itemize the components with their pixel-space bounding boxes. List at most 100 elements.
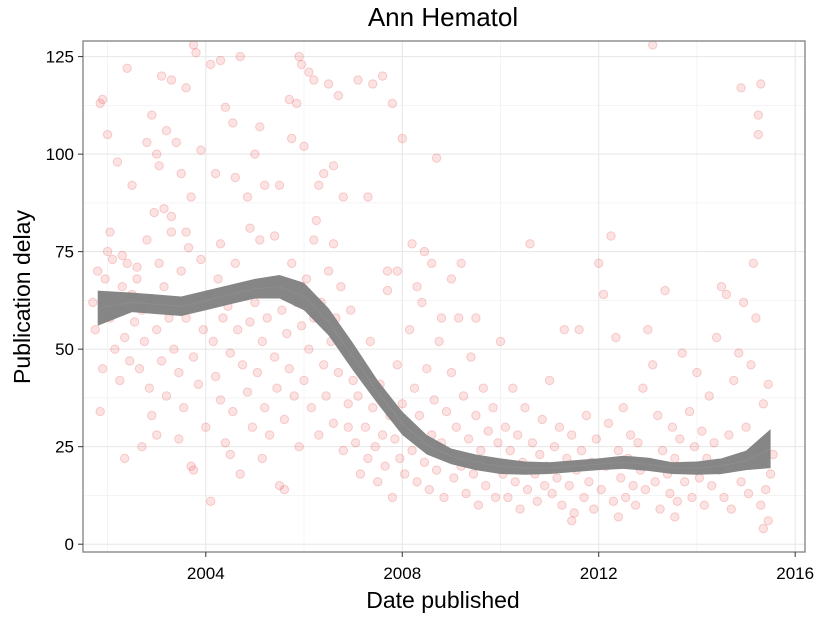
scatter-point xyxy=(319,168,329,179)
scatter-point xyxy=(738,297,749,308)
scatter-point xyxy=(736,477,746,487)
scatter-point xyxy=(147,110,157,120)
scatter-point xyxy=(625,430,636,440)
scatter-point xyxy=(360,422,371,432)
scatter-point xyxy=(677,348,687,358)
scatter-point xyxy=(699,500,709,510)
scatter-point xyxy=(424,484,434,495)
scatter-point xyxy=(763,516,773,526)
scatter-point xyxy=(137,442,147,452)
scatter-point xyxy=(446,274,457,284)
scatter-point xyxy=(166,211,177,222)
scatter-point xyxy=(97,364,108,374)
y-tick-label: 100 xyxy=(46,145,74,164)
scatter-point xyxy=(274,180,285,191)
scatter-point xyxy=(640,484,651,495)
scatter-point xyxy=(407,445,417,456)
scatter-point xyxy=(373,477,383,487)
scatter-point xyxy=(513,430,523,440)
scatter-point xyxy=(493,438,503,448)
scatter-point xyxy=(93,266,103,276)
scatter-point xyxy=(287,258,297,268)
scatter-point xyxy=(478,383,488,393)
y-tick-label: 75 xyxy=(55,243,74,262)
scatter-point xyxy=(363,453,373,464)
scatter-point xyxy=(257,453,267,464)
scatter-point xyxy=(638,383,648,393)
scatter-point xyxy=(395,453,405,464)
scatter-point xyxy=(142,235,152,245)
scatter-point xyxy=(191,48,201,58)
x-tick-label: 2016 xyxy=(776,564,814,583)
scatter-point xyxy=(228,118,238,128)
scatter-point xyxy=(102,129,113,140)
scatter-point xyxy=(466,352,476,362)
scatter-point xyxy=(117,282,128,292)
scatter-point xyxy=(193,379,204,389)
scatter-point xyxy=(338,192,348,202)
scatter-point xyxy=(436,313,447,323)
scatter-point xyxy=(181,227,191,237)
scatter-point xyxy=(274,481,285,491)
scatter-point xyxy=(102,246,113,257)
scatter-point xyxy=(483,426,493,436)
scatter-point xyxy=(535,449,545,460)
scatter-point xyxy=(488,403,498,413)
scatter-point xyxy=(419,246,430,257)
scatter-point xyxy=(468,469,479,479)
scatter-point xyxy=(260,403,270,413)
scatter-point xyxy=(409,383,420,393)
scatter-point xyxy=(689,442,700,452)
scatter-point xyxy=(591,434,601,444)
scatter-point xyxy=(301,274,312,284)
scatter-point xyxy=(387,492,398,503)
scatter-point xyxy=(319,360,329,370)
scatter-point xyxy=(458,391,469,401)
scatter-point xyxy=(456,258,466,268)
scatter-point xyxy=(279,414,290,425)
smooth-line xyxy=(97,286,771,469)
scatter-point xyxy=(680,477,690,487)
scatter-point xyxy=(417,297,427,308)
scatter-point xyxy=(495,336,506,347)
scatter-point xyxy=(603,418,614,428)
scatter-point xyxy=(287,133,297,144)
scatter-point xyxy=(120,453,130,464)
scatter-point xyxy=(311,215,321,226)
scatter-point xyxy=(540,481,550,491)
scatter-point xyxy=(684,406,695,417)
smooth-band xyxy=(97,275,771,475)
scatter-point xyxy=(567,430,577,440)
scatter-point xyxy=(650,477,660,487)
scatter-point xyxy=(431,465,442,475)
scatter-point xyxy=(198,325,209,335)
scatter-point xyxy=(132,274,142,284)
scatter-point xyxy=(537,414,547,425)
scatter-point xyxy=(328,161,339,171)
scatter-point xyxy=(665,488,675,499)
scatter-point xyxy=(122,63,132,74)
scatter-point xyxy=(407,239,417,249)
scatter-point xyxy=(756,500,766,510)
scatter-point xyxy=(400,469,410,479)
scatter-point xyxy=(454,313,464,323)
scatter-point xyxy=(196,254,206,265)
scatter-point xyxy=(154,161,164,171)
scatter-point xyxy=(736,83,746,93)
scatter-point xyxy=(105,227,115,237)
scatter-point xyxy=(161,391,172,401)
scatter-point xyxy=(250,297,260,308)
scatter-point xyxy=(510,477,520,487)
scatter-point xyxy=(176,168,186,179)
scatter-point xyxy=(282,328,292,339)
scatter-point xyxy=(500,422,511,432)
scatter-point xyxy=(213,274,223,284)
x-tick-label: 2008 xyxy=(383,564,421,583)
scatter-point xyxy=(481,481,491,491)
scatter-point xyxy=(152,430,162,440)
scatter-point xyxy=(262,313,272,323)
scatter-point xyxy=(441,406,452,417)
scatter-point xyxy=(753,129,763,140)
scatter-point xyxy=(321,391,331,401)
scatter-point xyxy=(272,383,282,393)
